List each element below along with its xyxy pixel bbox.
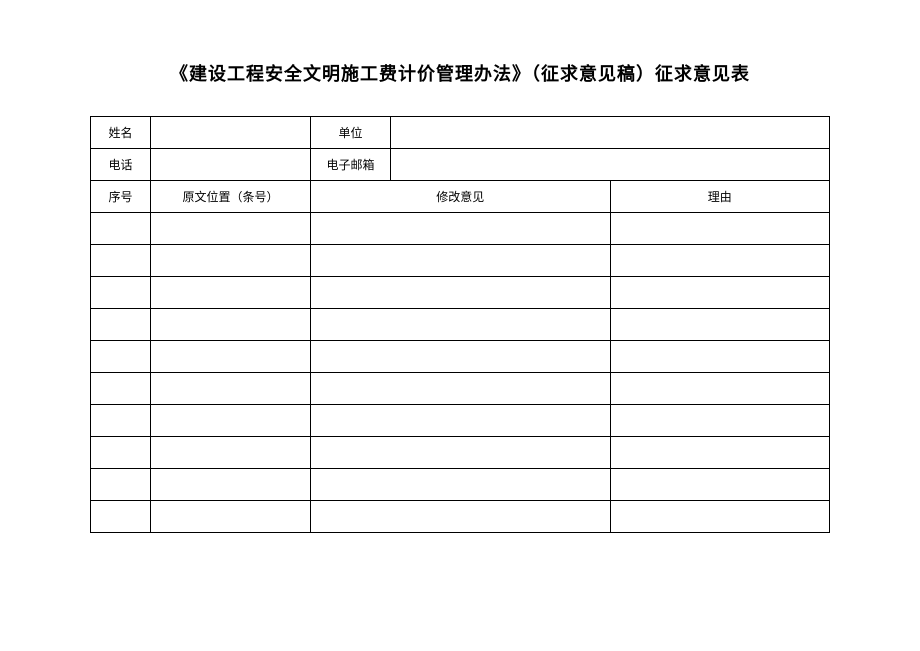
- email-value: [391, 149, 830, 181]
- table-row: [91, 341, 830, 373]
- cell-seq: [91, 309, 151, 341]
- cell-opinion: [311, 469, 611, 501]
- cell-opinion: [311, 213, 611, 245]
- cell-opinion: [311, 405, 611, 437]
- column-header-row: 序号 原文位置（条号） 修改意见 理由: [91, 181, 830, 213]
- cell-seq: [91, 373, 151, 405]
- unit-label: 单位: [311, 117, 391, 149]
- cell-seq: [91, 213, 151, 245]
- table-row: [91, 309, 830, 341]
- cell-seq: [91, 469, 151, 501]
- phone-label: 电话: [91, 149, 151, 181]
- col-header-position: 原文位置（条号）: [151, 181, 311, 213]
- cell-opinion: [311, 309, 611, 341]
- table-row: [91, 437, 830, 469]
- cell-position: [151, 501, 311, 533]
- cell-seq: [91, 437, 151, 469]
- cell-seq: [91, 341, 151, 373]
- table-row: [91, 469, 830, 501]
- cell-opinion: [311, 245, 611, 277]
- cell-position: [151, 245, 311, 277]
- name-value: [151, 117, 311, 149]
- unit-value: [391, 117, 830, 149]
- cell-position: [151, 373, 311, 405]
- email-label: 电子邮箱: [311, 149, 391, 181]
- cell-position: [151, 469, 311, 501]
- cell-reason: [610, 501, 830, 533]
- cell-reason: [610, 213, 830, 245]
- cell-position: [151, 341, 311, 373]
- cell-position: [151, 213, 311, 245]
- info-row-2: 电话 电子邮箱: [91, 149, 830, 181]
- table-row: [91, 405, 830, 437]
- cell-seq: [91, 501, 151, 533]
- table-row: [91, 213, 830, 245]
- table-row: [91, 277, 830, 309]
- info-row-1: 姓名 单位: [91, 117, 830, 149]
- document-title: 《建设工程安全文明施工费计价管理办法》（征求意见稿）征求意见表: [90, 60, 830, 86]
- phone-value: [151, 149, 311, 181]
- name-label: 姓名: [91, 117, 151, 149]
- cell-reason: [610, 309, 830, 341]
- feedback-table: 姓名 单位 电话 电子邮箱 序号 原文位置（条号） 修改意见 理由: [90, 116, 830, 533]
- cell-reason: [610, 373, 830, 405]
- table-row: [91, 245, 830, 277]
- cell-opinion: [311, 341, 611, 373]
- cell-position: [151, 277, 311, 309]
- table-row: [91, 373, 830, 405]
- cell-opinion: [311, 373, 611, 405]
- cell-position: [151, 309, 311, 341]
- cell-seq: [91, 405, 151, 437]
- cell-seq: [91, 277, 151, 309]
- cell-position: [151, 437, 311, 469]
- cell-reason: [610, 437, 830, 469]
- col-header-seq: 序号: [91, 181, 151, 213]
- cell-position: [151, 405, 311, 437]
- cell-seq: [91, 245, 151, 277]
- table-row: [91, 501, 830, 533]
- cell-reason: [610, 405, 830, 437]
- cell-reason: [610, 341, 830, 373]
- cell-reason: [610, 277, 830, 309]
- cell-opinion: [311, 277, 611, 309]
- col-header-opinion: 修改意见: [311, 181, 611, 213]
- col-header-reason: 理由: [610, 181, 830, 213]
- cell-opinion: [311, 501, 611, 533]
- cell-reason: [610, 469, 830, 501]
- cell-opinion: [311, 437, 611, 469]
- cell-reason: [610, 245, 830, 277]
